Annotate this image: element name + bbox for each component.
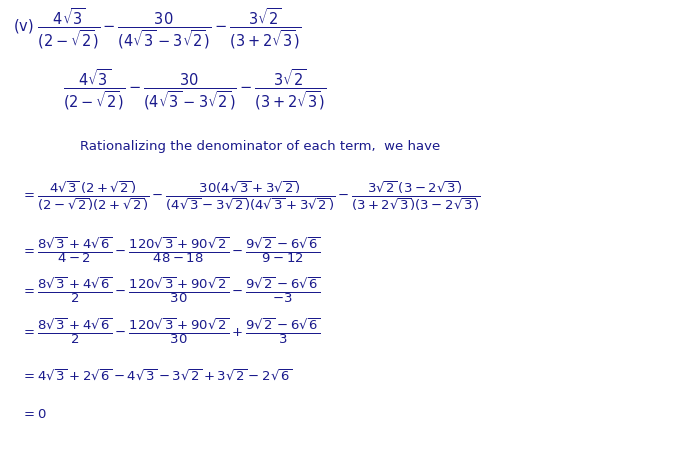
Text: $= 0$: $= 0$ xyxy=(21,408,47,420)
Text: $=\dfrac{8\sqrt{3}+4\sqrt{6}}{2} - \dfrac{120\sqrt{3}+90\sqrt{2}}{30} - \dfrac{9: $=\dfrac{8\sqrt{3}+4\sqrt{6}}{2} - \dfra… xyxy=(21,275,320,305)
Text: $= 4\sqrt{3}+2\sqrt{6} - 4\sqrt{3} - 3\sqrt{2} + 3\sqrt{2} - 2\sqrt{6}$: $= 4\sqrt{3}+2\sqrt{6} - 4\sqrt{3} - 3\s… xyxy=(21,368,292,383)
Text: $=\dfrac{4\sqrt{3}\,(2+\sqrt{2})}{(2-\sqrt{2})(2+\sqrt{2})} - \dfrac{30(4\sqrt{3: $=\dfrac{4\sqrt{3}\,(2+\sqrt{2})}{(2-\sq… xyxy=(21,179,480,212)
Text: (v) $\dfrac{4\sqrt{3}}{(2-\sqrt{2})} - \dfrac{30}{(4\sqrt{3}-3\sqrt{2})} - \dfra: (v) $\dfrac{4\sqrt{3}}{(2-\sqrt{2})} - \… xyxy=(13,7,301,51)
Text: Rationalizing the denominator of each term,  we have: Rationalizing the denominator of each te… xyxy=(80,140,440,153)
Text: $\dfrac{4\sqrt{3}}{(2-\sqrt{2})} - \dfrac{30}{(4\sqrt{3}-3\sqrt{2})} - \dfrac{3\: $\dfrac{4\sqrt{3}}{(2-\sqrt{2})} - \dfra… xyxy=(63,68,326,112)
Text: $=\dfrac{8\sqrt{3}+4\sqrt{6}}{4-2} - \dfrac{120\sqrt{3}+90\sqrt{2}}{48-18} - \df: $=\dfrac{8\sqrt{3}+4\sqrt{6}}{4-2} - \df… xyxy=(21,235,320,265)
Text: $=\dfrac{8\sqrt{3}+4\sqrt{6}}{2} - \dfrac{120\sqrt{3}+90\sqrt{2}}{30} + \dfrac{9: $=\dfrac{8\sqrt{3}+4\sqrt{6}}{2} - \dfra… xyxy=(21,316,320,346)
